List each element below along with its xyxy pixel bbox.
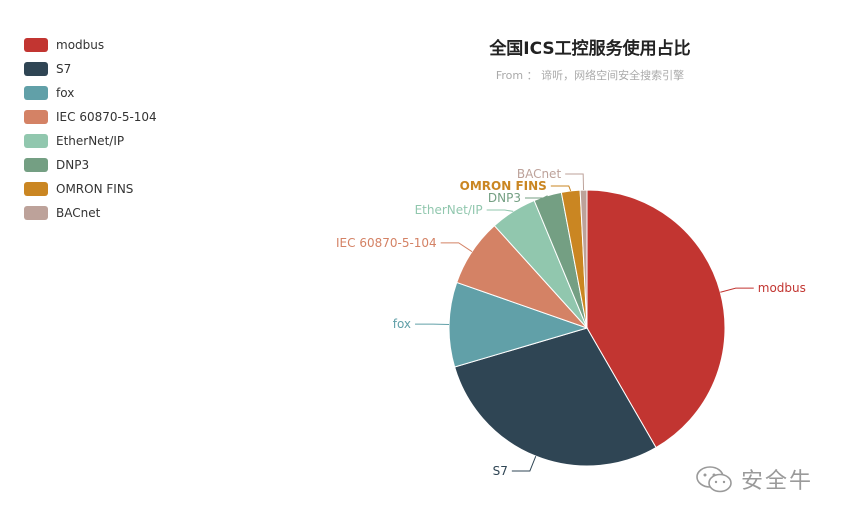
leader-line-dnp3 (524, 195, 548, 199)
legend-label: DNP3 (56, 158, 90, 172)
leader-line-ethernet-ip (486, 209, 514, 212)
legend-item-iec-60870-5-104[interactable]: IEC 60870-5-104 (24, 105, 157, 129)
legend-swatch (24, 62, 48, 76)
wechat-icon (696, 466, 732, 493)
slice-label-iec-60870-5-104: IEC 60870-5-104 (336, 236, 437, 250)
slice-label-fox: fox (393, 317, 411, 331)
legend-swatch (24, 38, 48, 52)
leader-line-omron-fins (550, 185, 572, 192)
slice-label-ethernet-ip: EtherNet/IP (415, 203, 483, 217)
legend-item-fox[interactable]: fox (24, 81, 157, 105)
slice-label-dnp3: DNP3 (488, 191, 521, 205)
leader-line-s7 (511, 455, 537, 472)
legend-item-dnp3[interactable]: DNP3 (24, 153, 157, 177)
legend-item-ethernet-ip[interactable]: EtherNet/IP (24, 129, 157, 153)
leader-line-bacnet (565, 173, 585, 191)
pie-slice-modbus[interactable] (586, 189, 726, 449)
leader-line-iec-60870-5-104 (440, 242, 473, 253)
legend-swatch (24, 182, 48, 196)
legend-label: IEC 60870-5-104 (56, 110, 157, 124)
legend-label: S7 (56, 62, 72, 76)
watermark: 安全牛 (695, 463, 813, 495)
legend-swatch (24, 158, 48, 172)
legend-item-omron-fins[interactable]: OMRON FINS (24, 177, 157, 201)
slice-label-s7: S7 (493, 464, 508, 478)
slice-label-bacnet: BACnet (517, 167, 562, 181)
chart-header: 全国ICS工控服务使用占比 From ： 谛听，网络空间安全搜索引擎 (420, 34, 760, 83)
legend-label: EtherNet/IP (56, 134, 125, 148)
legend-item-bacnet[interactable]: BACnet (24, 201, 157, 225)
pie-slice-bacnet[interactable] (579, 189, 588, 329)
legend-label: modbus (56, 38, 105, 52)
pie-slice-fox[interactable] (448, 281, 589, 368)
leader-line-modbus (720, 287, 754, 293)
slice-label-omron-fins: OMRON FINS (460, 179, 547, 193)
legend-swatch (24, 206, 48, 220)
legend-label: OMRON FINS (56, 182, 134, 196)
legend-swatch (24, 110, 48, 124)
chart-subtitle: From ： 谛听，网络空间安全搜索引擎 (495, 69, 685, 82)
legend-item-modbus[interactable]: modbus (24, 33, 157, 57)
legend-swatch (24, 134, 48, 148)
chart-title: 全国ICS工控服务使用占比 (489, 39, 691, 59)
legend-swatch (24, 86, 48, 100)
chart-legend: modbus S7 fox IEC 60870-5-104 EtherNet/IP DNP… (24, 33, 157, 225)
slice-label-modbus: modbus (758, 281, 806, 295)
legend-label: BACnet (56, 206, 101, 220)
watermark-text: 安全牛 (741, 469, 814, 494)
legend-item-s7[interactable]: S7 (24, 57, 157, 81)
legend-label: fox (56, 86, 75, 100)
